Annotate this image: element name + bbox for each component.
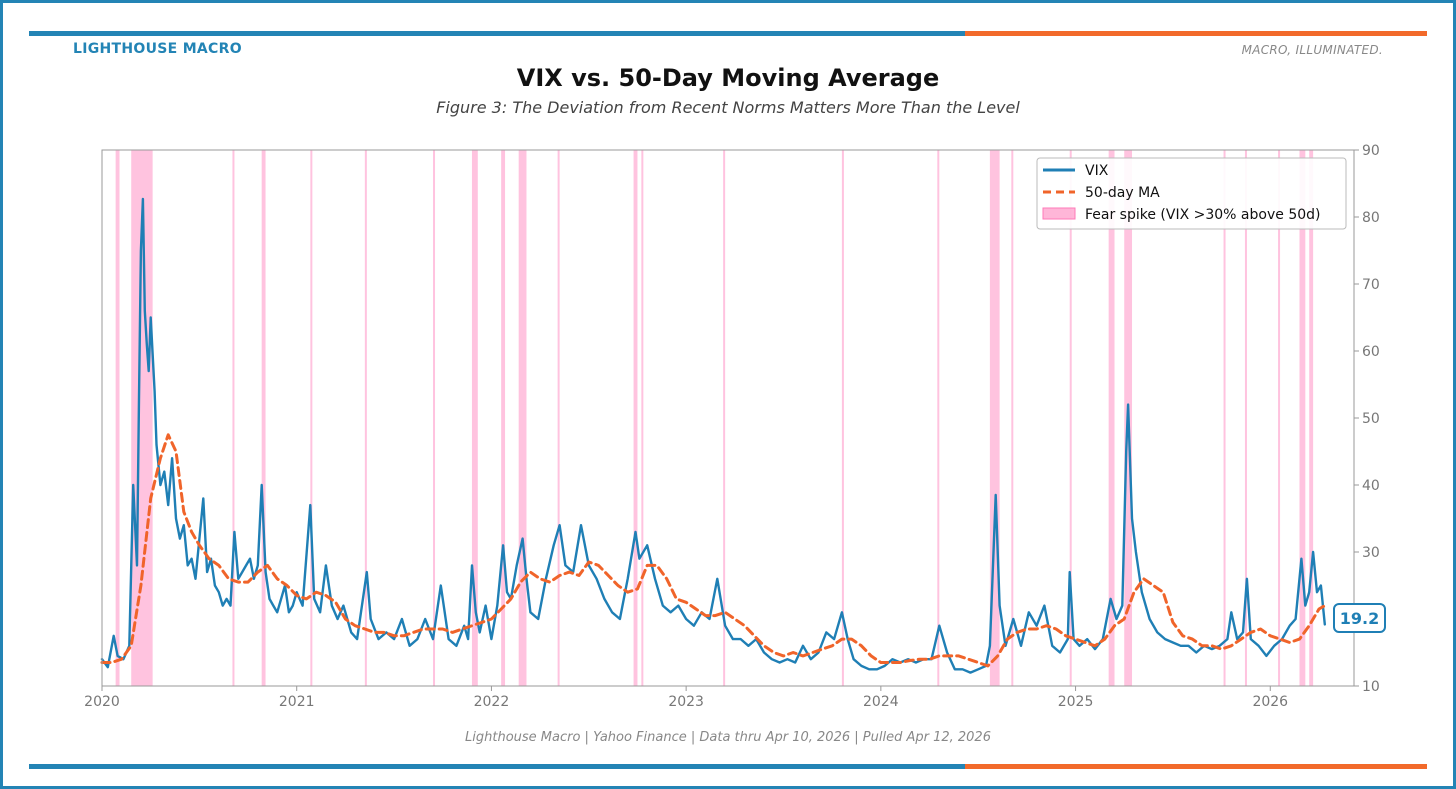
fear-spike-band-12 (641, 150, 644, 686)
fear-spike-band-2 (232, 150, 235, 686)
fear-spike-band-10 (557, 150, 560, 686)
ma-50-line (100, 433, 1327, 668)
y-tick-label-40: 40 (1362, 478, 1380, 494)
chart-title: VIX vs. 50-Day Moving Average (516, 64, 940, 92)
fear-spike-band-9 (518, 150, 527, 686)
vix-line (100, 197, 1326, 674)
x-tick-label-2025: 2025 (1058, 694, 1094, 710)
x-tick-label-2021: 2021 (279, 694, 315, 710)
last-value-badge: 19.2 (1333, 603, 1386, 633)
series-lines (100, 197, 1327, 674)
y-tick-label-50: 50 (1362, 411, 1380, 427)
legend-fear-swatch (1042, 207, 1076, 220)
last-value-label: 19.2 (1340, 609, 1379, 628)
fear-spike-band-4 (310, 150, 313, 686)
legend: VIX 50-day MA Fear spike (VIX >30% above… (1036, 157, 1347, 230)
fear-spike-band-22 (1244, 150, 1247, 686)
y-tick-label-90: 90 (1362, 143, 1380, 159)
y-tick-label-60: 60 (1362, 344, 1380, 360)
x-tick-label-2022: 2022 (474, 694, 510, 710)
fear-spike-band-8 (501, 150, 506, 686)
fear-spike-band-11 (633, 150, 638, 686)
axes: 2020202120222023202420252026102030405060… (84, 143, 1380, 710)
bottom-accent-bar-blue (29, 764, 965, 769)
fear-spike-band-16 (989, 150, 1000, 686)
brand-label: LIGHTHOUSE MACRO (73, 41, 242, 57)
fear-spike-band-25 (1309, 150, 1314, 686)
y-tick-label-30: 30 (1362, 545, 1380, 561)
fear-spike-band-14 (841, 150, 844, 686)
x-tick-label-2020: 2020 (84, 694, 120, 710)
bottom-accent-bar-orange (965, 764, 1427, 769)
fear-spike-band-23 (1278, 150, 1281, 686)
chart-subtitle: Figure 3: The Deviation from Recent Norm… (436, 98, 1020, 117)
x-tick-label-2024: 2024 (863, 694, 899, 710)
x-tick-label-2023: 2023 (668, 694, 704, 710)
fear-spike-band-6 (433, 150, 436, 686)
fear-spike-band-18 (1069, 150, 1072, 686)
x-tick-label-2026: 2026 (1252, 694, 1288, 710)
fear-spike-band-15 (937, 150, 940, 686)
fear-spike-band-13 (723, 150, 726, 686)
y-tick-label-80: 80 (1362, 210, 1380, 226)
fear-spike-band-19 (1108, 150, 1115, 686)
fear-spike-band-7 (471, 150, 478, 686)
fear-spike-band-24 (1299, 150, 1306, 686)
fear-spike-band-17 (1011, 150, 1014, 686)
fear-spike-band-0 (115, 150, 120, 686)
plot-border (101, 149, 1355, 687)
top-accent-bar-orange (965, 31, 1427, 36)
fear-spike-band-3 (261, 150, 266, 686)
legend-box (1036, 157, 1347, 230)
y-tick-label-70: 70 (1362, 277, 1380, 293)
top-accent-bar-blue (29, 31, 965, 36)
tagline: MACRO, ILLUMINATED. (1241, 43, 1383, 57)
legend-ma-label: 50-day MA (1085, 185, 1160, 201)
legend-fear-label: Fear spike (VIX >30% above 50d) (1085, 207, 1320, 223)
fear-spike-band-5 (364, 150, 367, 686)
source-footer: Lighthouse Macro | Yahoo Finance | Data … (465, 730, 991, 745)
last-value-box (1333, 603, 1386, 633)
y-tick-label-10: 10 (1362, 679, 1380, 695)
legend-vix-label: VIX (1085, 163, 1109, 179)
fear-spike-bands (115, 150, 1314, 686)
fear-spike-band-21 (1223, 150, 1226, 686)
